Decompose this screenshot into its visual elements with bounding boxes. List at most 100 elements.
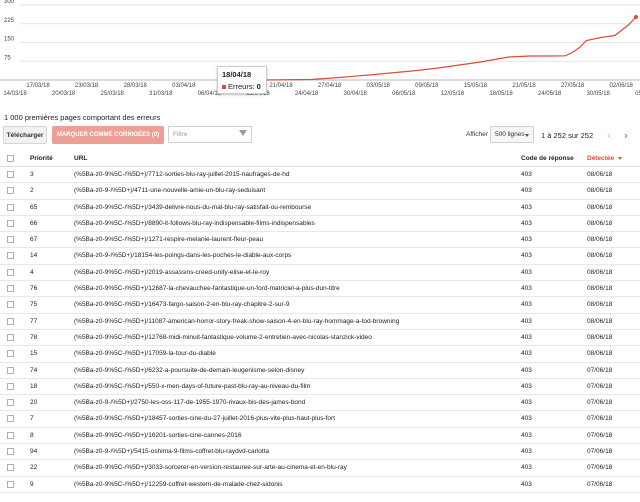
detected-cell: 08/06/18	[587, 252, 613, 260]
row-checkbox[interactable]	[7, 252, 14, 260]
url-cell[interactable]: (%5Ba-z0-9%5C-/%5D+)/550-x-men-days-of-f…	[74, 382, 311, 390]
table-row[interactable]: 2 (%5Ba-z0-9-/%5D+)/4711-une-nouvelle-ami…	[0, 183, 640, 200]
response-code-column-header[interactable]: Code de réponse	[521, 155, 574, 162]
select-all-checkbox[interactable]	[7, 155, 14, 162]
table-row[interactable]: 78 (%5Ba-z0-9%5C-/%5D+)/12768-midi-minuit…	[0, 330, 640, 347]
url-cell[interactable]: (%5Ba-z0-9%5C-/%5D+)/7712-sorties-blu-ra…	[74, 171, 290, 178]
tooltip-date: 18/04/18	[222, 70, 252, 79]
row-checkbox[interactable]	[7, 171, 14, 178]
url-column-header[interactable]: URL	[74, 155, 88, 162]
x-tick-label: 03/05/18	[367, 83, 391, 89]
row-checkbox[interactable]	[7, 382, 14, 390]
priority-cell: 77	[30, 317, 38, 325]
url-cell[interactable]: (%5Ba-z0-9%5C-/%5D+)/12768-midi-minuit-f…	[74, 333, 372, 341]
x-tick-label: 20/03/18	[52, 91, 76, 97]
detected-column-header[interactable]: Détectée	[587, 155, 623, 162]
filter-input[interactable]	[169, 127, 239, 142]
row-checkbox[interactable]	[7, 350, 14, 358]
row-checkbox[interactable]	[7, 431, 14, 439]
response-code-cell: 403	[521, 285, 532, 293]
url-cell[interactable]: (%5Ba-z0-9%5C-/%5D+)/16201-sorties-cine-…	[74, 431, 242, 439]
row-checkbox[interactable]	[7, 399, 14, 407]
filter-field[interactable]	[168, 126, 252, 143]
table-row[interactable]: 67 (%5Ba-z0-9%5C-/%5D+)/1271-respire-mela…	[0, 232, 640, 249]
x-tick-label: 06/04/18	[198, 91, 222, 97]
priority-cell: 8	[30, 431, 34, 439]
response-code-cell: 403	[521, 171, 532, 178]
table-row[interactable]: 75 (%5Ba-z0-9%5C-/%5D+)/16473-fargo-saiso…	[0, 297, 640, 314]
table-row[interactable]: 66 (%5Ba-z0-9%5C-/%5D+)/8890-it-follows-b…	[0, 216, 640, 233]
rows-per-page-select[interactable]: 500 lignes	[490, 126, 534, 143]
table-row[interactable]: 9 (%5Ba-z0-9%5C-/%5D+)/12259-coffret-west…	[0, 477, 640, 493]
table-row[interactable]: 7 (%5Ba-z0-9%5C-/%5D+)/18457-sorties-cine…	[0, 411, 640, 428]
row-checkbox[interactable]	[7, 317, 14, 325]
row-checkbox[interactable]	[7, 333, 14, 341]
table-row[interactable]: 15 (%5Ba-z0-9%5C-/%5D+)/17059-la-tour-du-…	[0, 346, 640, 363]
table-row[interactable]: 4 (%5Ba-z0-9%5C-/%5D+)/2019-assassins-cre…	[0, 265, 640, 282]
url-cell[interactable]: (%5Ba-z0-9%5C-/%5D+)/2019-assassins-cree…	[74, 268, 270, 276]
x-tick-label: 21/05/18	[512, 83, 536, 89]
table-row[interactable]: 76 (%5Ba-z0-9%5C-/%5D+)/12687-la-chevauch…	[0, 281, 640, 298]
table-row[interactable]: 94 (%5Ba-z0-9-/%5D+)/5415-oshima-9-films-…	[0, 444, 640, 461]
table-row[interactable]: 18 (%5Ba-z0-9%5C-/%5D+)/550-x-men-days-of…	[0, 379, 640, 396]
table-row[interactable]: 14 (%5Ba-z0-9-/%5D+)/18154-les-poings-dan…	[0, 248, 640, 265]
row-checkbox[interactable]	[7, 366, 14, 374]
download-button[interactable]: Télécharger	[3, 126, 47, 144]
table-row[interactable]: 65 (%5Ba-z0-9%5C-/%5D+)/3439-delivre-nous…	[0, 200, 640, 216]
previous-page-icon[interactable]: ‹	[606, 128, 612, 142]
table-row[interactable]: 20 (%5Ba-z0-9-/%5D+)/2750-les-oss-117-de-…	[0, 395, 640, 412]
url-cell[interactable]: (%5Ba-z0-9%5C-/%5D+)/1271-respire-melani…	[74, 236, 264, 244]
url-cell[interactable]: (%5Ba-z0-9%5C-/%5D+)/17059-la-tour-du-di…	[74, 350, 216, 358]
filter-icon[interactable]	[239, 130, 247, 136]
url-cell[interactable]: (%5Ba-z0-9%5C-/%5D+)/12687-la-chevauchee…	[74, 285, 340, 293]
table-row[interactable]: 8 (%5Ba-z0-9%5C-/%5D+)/16201-sorties-cine…	[0, 428, 640, 445]
errors-chart: 75 150 225 300 17/03/18 23/03/18 28/03/18 03/04…	[0, 0, 640, 102]
url-cell[interactable]: (%5Ba-z0-9-/%5D+)/4711-une-nouvelle-amie…	[74, 187, 266, 195]
row-checkbox[interactable]	[7, 203, 14, 211]
row-checkbox[interactable]	[7, 236, 14, 244]
detected-cell: 08/06/18	[587, 219, 613, 227]
table-row[interactable]: 74 (%5Ba-z0-9%5C-/%5D+)/6232-a-poursuite-…	[0, 363, 640, 379]
row-checkbox[interactable]	[7, 480, 14, 488]
x-tick-label: 02/06/18	[610, 83, 634, 89]
row-checkbox[interactable]	[7, 268, 14, 276]
url-cell[interactable]: (%5Ba-z0-9-/%5D+)/5415-oshima-9-films-co…	[74, 448, 270, 456]
url-cell[interactable]: (%5Ba-z0-9%5C-/%5D+)/12259-coffret-weste…	[74, 480, 283, 488]
x-tick-label: 21/04/18	[269, 83, 293, 89]
row-checkbox[interactable]	[7, 187, 14, 195]
url-cell[interactable]: (%5Ba-z0-9-/%5D+)/2750-les-oss-117-de-19…	[74, 399, 306, 407]
url-cell[interactable]: (%5Ba-z0-9%5C-/%5D+)/8890-it-follows-blu…	[74, 219, 315, 227]
url-cell[interactable]: (%5Ba-z0-9%5C-/%5D+)/11087-american-horr…	[74, 317, 400, 325]
row-checkbox[interactable]	[7, 219, 14, 227]
rows-per-page-label: Afficher	[466, 131, 488, 138]
priority-column-header[interactable]: Priorité	[30, 155, 53, 162]
x-tick-label: 09/05/18	[415, 83, 439, 89]
row-checkbox[interactable]	[7, 448, 14, 456]
mark-as-fixed-button[interactable]: MARQUER COMME CORRIGÉES (0)	[52, 126, 164, 144]
response-code-cell: 403	[521, 236, 532, 244]
response-code-cell: 403	[521, 187, 532, 195]
url-cell[interactable]: (%5Ba-z0-9%5C-/%5D+)/18457-sorties-cine-…	[74, 415, 336, 423]
url-cell[interactable]: (%5Ba-z0-9%5C-/%5D+)/3439-delivre-nous-d…	[74, 203, 312, 211]
url-cell[interactable]: (%5Ba-z0-9%5C-/%5D+)/16473-fargo-saison-…	[74, 301, 290, 309]
detected-cell: 08/06/18	[587, 171, 613, 178]
table-row[interactable]: 3 (%5Ba-z0-9%5C-/%5D+)/7712-sorties-blu-r…	[0, 167, 640, 184]
next-page-icon[interactable]: ›	[623, 128, 629, 142]
url-cell[interactable]: (%5Ba-z0-9-/%5D+)/18154-les-poings-dans-…	[74, 252, 292, 260]
row-checkbox[interactable]	[7, 464, 14, 472]
response-code-cell: 403	[521, 350, 532, 358]
url-cell[interactable]: (%5Ba-z0-9%5C-/%5D+)/6232-a-poursuite-de…	[74, 366, 305, 374]
table-row[interactable]: 77 (%5Ba-z0-9%5C-/%5D+)/11087-american-ho…	[0, 314, 640, 330]
row-checkbox[interactable]	[7, 301, 14, 309]
table-toolbar: Télécharger MARQUER COMME CORRIGÉES (0) …	[0, 126, 640, 146]
x-tick-label: 28/03/18	[124, 83, 148, 89]
table-row[interactable]: 22 (%5Ba-z0-9%5C-/%5D+)/3033-sorcerer-en-…	[0, 460, 640, 477]
x-tick-label: 25/03/18	[101, 91, 125, 97]
detected-cell: 07/06/18	[587, 415, 613, 423]
response-code-cell: 403	[521, 415, 532, 423]
row-checkbox[interactable]	[7, 415, 14, 423]
response-code-cell: 403	[521, 448, 532, 456]
row-checkbox[interactable]	[7, 285, 14, 293]
url-cell[interactable]: (%5Ba-z0-9%5C-/%5D+)/3033-sorcerer-en-ve…	[74, 464, 347, 472]
table-header: Priorité URL Code de réponse Détectée	[0, 150, 640, 167]
